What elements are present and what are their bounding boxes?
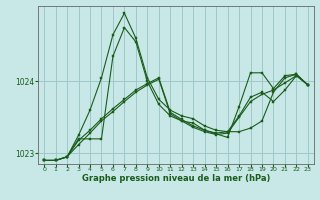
X-axis label: Graphe pression niveau de la mer (hPa): Graphe pression niveau de la mer (hPa) xyxy=(82,174,270,183)
